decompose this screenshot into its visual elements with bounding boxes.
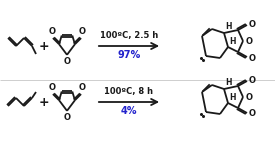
Text: O: O xyxy=(246,36,253,45)
Text: H: H xyxy=(229,93,235,102)
Text: O: O xyxy=(64,113,70,122)
Text: O: O xyxy=(78,83,86,92)
Text: 97%: 97% xyxy=(117,50,141,60)
Text: O: O xyxy=(249,76,256,84)
Text: O: O xyxy=(249,109,256,119)
Text: O: O xyxy=(249,20,256,28)
Text: O: O xyxy=(246,92,253,101)
Text: O: O xyxy=(78,27,86,36)
Text: H: H xyxy=(225,78,232,87)
Text: 100ºC, 2.5 h: 100ºC, 2.5 h xyxy=(100,31,158,40)
Text: O: O xyxy=(49,83,56,92)
Text: 4%: 4% xyxy=(121,106,137,116)
Text: 100ºC, 8 h: 100ºC, 8 h xyxy=(104,87,153,96)
Text: O: O xyxy=(249,53,256,63)
Text: +: + xyxy=(39,40,49,52)
Text: O: O xyxy=(64,57,70,66)
Text: +: + xyxy=(39,96,49,108)
Text: H: H xyxy=(225,22,232,31)
Text: O: O xyxy=(49,27,56,36)
Text: H: H xyxy=(229,37,235,46)
